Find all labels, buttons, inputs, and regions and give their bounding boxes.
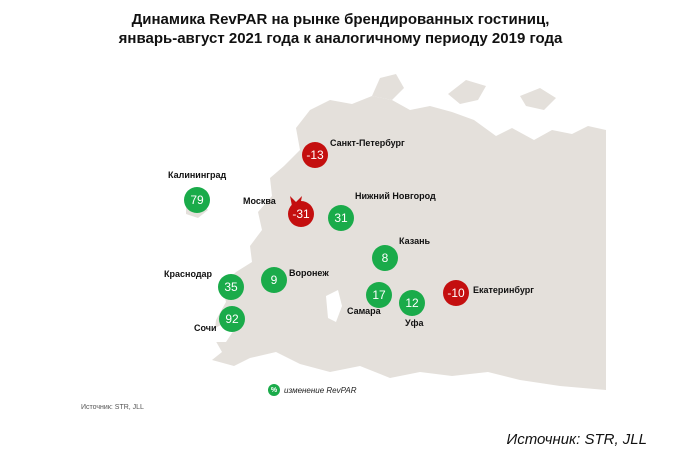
label-saint-petersburg: Санкт-Петербург — [330, 138, 405, 148]
source-note-small: Источник: STR, JLL — [81, 404, 144, 411]
bubble-nizhny-novgorod: 31 — [328, 205, 354, 231]
label-krasnodar: Краснодар — [164, 269, 213, 279]
land-mass — [212, 96, 606, 390]
label-kazan: Казань — [399, 236, 431, 246]
northern-islands — [448, 80, 556, 110]
legend-dot-icon: % — [268, 384, 280, 396]
value-sochi: 92 — [225, 312, 239, 326]
peninsula-north — [372, 74, 404, 100]
source-note-large: Источник: STR, JLL — [506, 431, 647, 448]
value-nizhny-novgorod: 31 — [334, 211, 348, 225]
label-sochi: Сочи — [194, 323, 217, 333]
legend-text: изменение RevPAR — [284, 385, 357, 395]
value-kaliningrad: 79 — [190, 193, 204, 207]
value-ufa: 12 — [405, 296, 419, 310]
value-kazan: 8 — [381, 251, 389, 265]
bubble-saint-petersburg: -13 — [302, 142, 328, 168]
bubble-yekaterinburg: -10 — [443, 280, 469, 306]
label-yekaterinburg: Екатеринбург — [473, 285, 534, 295]
label-nizhny-novgorod: Нижний Новгород — [355, 191, 436, 201]
label-kaliningrad: Калининград — [168, 170, 227, 180]
bubble-krasnodar: 35 — [218, 274, 244, 300]
title-line-1: Динамика RevPAR на рынке брендированных … — [131, 11, 550, 28]
label-voronezh: Воронеж — [289, 268, 329, 278]
title-line-2: январь-август 2021 года к аналогичному п… — [118, 30, 563, 47]
value-moscow: -31 — [292, 207, 310, 221]
value-krasnodar: 35 — [224, 280, 238, 294]
bubble-sochi: 92 — [219, 306, 245, 332]
value-samara: 17 — [372, 288, 386, 302]
value-yekaterinburg: -10 — [447, 286, 465, 300]
chart-title: Динамика RevPAR на рынке брендированных … — [0, 10, 681, 48]
value-voronezh: 9 — [270, 273, 278, 287]
legend-symbol: % — [270, 386, 278, 394]
label-samara: Самара — [347, 306, 381, 316]
bubble-moscow: -31 — [288, 201, 314, 227]
legend: % изменение RevPAR — [268, 384, 356, 396]
bubble-kaliningrad: 79 — [184, 187, 210, 213]
bubble-voronezh: 9 — [261, 267, 287, 293]
label-moscow: Москва — [243, 196, 276, 206]
bubble-samara: 17 — [366, 282, 392, 308]
bubble-kazan: 8 — [372, 245, 398, 271]
caspian-sea — [326, 290, 342, 322]
value-saint-petersburg: -13 — [306, 148, 324, 162]
label-ufa: Уфа — [405, 318, 424, 328]
bubble-ufa: 12 — [399, 290, 425, 316]
